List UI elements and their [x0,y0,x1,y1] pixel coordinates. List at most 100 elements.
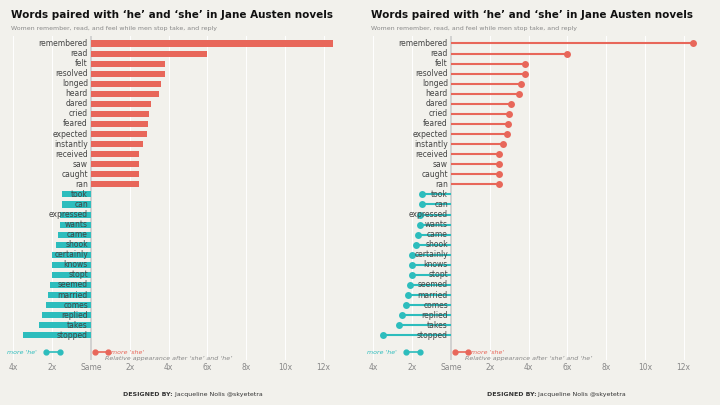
Text: wants: wants [425,220,448,229]
Bar [91,51,207,57]
Text: married: married [418,290,448,300]
Text: took: took [431,190,448,199]
Text: shook: shook [66,240,88,249]
Text: saw: saw [433,160,448,169]
Text: Words paired with ‘he’ and ‘she’ in Jane Austen novels: Words paired with ‘he’ and ‘she’ in Jane… [371,10,693,20]
Text: cried: cried [69,109,88,118]
Bar [91,161,140,167]
Text: stopt: stopt [428,271,448,279]
Text: takes: takes [427,321,448,330]
Text: stopt: stopt [68,271,88,279]
Bar [91,121,148,127]
Text: Women remember, read, and feel while men stop take, and reply: Women remember, read, and feel while men… [371,26,577,31]
Text: more 'she': more 'she' [472,350,505,355]
Bar [62,192,91,198]
Text: expressed: expressed [49,210,88,219]
Text: replied: replied [61,311,88,320]
Bar [91,141,143,147]
Text: Words paired with ‘he’ and ‘she’ in Jane Austen novels: Words paired with ‘he’ and ‘she’ in Jane… [11,10,333,20]
Text: expected: expected [413,130,448,139]
Text: Relative appearance after ‘she’ and ‘he’: Relative appearance after ‘she’ and ‘he’ [105,356,232,361]
Bar [91,70,165,77]
Text: Jacqueline Nolis @skyetetra: Jacqueline Nolis @skyetetra [536,392,626,397]
Text: certainly: certainly [414,250,448,259]
Text: heard: heard [426,90,448,98]
Text: read: read [71,49,88,58]
Bar [56,242,91,248]
Text: knows: knows [64,260,88,269]
Text: comes: comes [63,301,88,309]
Text: expected: expected [53,130,88,139]
Text: DESIGNED BY:: DESIGNED BY: [487,392,536,397]
Bar [38,322,91,328]
Text: seemed: seemed [418,281,448,290]
Bar [52,262,91,268]
Text: instantly: instantly [54,140,88,149]
Text: certainly: certainly [54,250,88,259]
Text: caught: caught [421,170,448,179]
Text: Women remember, read, and feel while men stop take, and reply: Women remember, read, and feel while men… [11,26,217,31]
Bar [46,302,91,308]
Bar [50,282,91,288]
Text: wants: wants [65,220,88,229]
Text: can: can [74,200,88,209]
Text: dared: dared [66,99,88,109]
Text: stopped: stopped [57,331,88,340]
Text: feared: feared [63,119,88,128]
Text: instantly: instantly [414,140,448,149]
Text: remembered: remembered [399,39,448,48]
Text: came: came [67,230,88,239]
Text: feared: feared [423,119,448,128]
Text: felt: felt [435,59,448,68]
Bar [91,151,140,157]
Text: Relative appearance after ‘she’ and ‘he’: Relative appearance after ‘she’ and ‘he’ [465,356,592,361]
Text: heard: heard [66,90,88,98]
Bar [23,332,91,338]
Text: can: can [434,200,448,209]
Text: took: took [71,190,88,199]
Text: came: came [427,230,448,239]
Text: replied: replied [421,311,448,320]
Text: expressed: expressed [409,210,448,219]
Text: Jacqueline Nolis @skyetetra: Jacqueline Nolis @skyetetra [173,392,263,397]
Text: married: married [58,290,88,300]
Bar [52,272,91,278]
Bar [91,61,165,67]
Bar [91,91,159,97]
Text: dared: dared [426,99,448,109]
Text: more 'he': more 'he' [7,350,37,355]
Bar [48,292,91,298]
Text: longed: longed [62,79,88,88]
Text: shook: shook [426,240,448,249]
Bar [91,131,147,137]
Text: takes: takes [67,321,88,330]
Bar [91,181,140,188]
Bar [91,40,333,47]
Bar [62,201,91,207]
Text: received: received [415,150,448,159]
Text: caught: caught [61,170,88,179]
Text: cried: cried [429,109,448,118]
Text: comes: comes [423,301,448,309]
Bar [91,171,140,177]
Bar [42,312,91,318]
Bar [91,111,149,117]
Text: seemed: seemed [58,281,88,290]
Bar [60,211,91,217]
Text: more 'she': more 'she' [112,350,145,355]
Text: saw: saw [73,160,88,169]
Text: read: read [431,49,448,58]
Text: ran: ran [435,180,448,189]
Text: longed: longed [422,79,448,88]
Bar [91,81,161,87]
Text: resolved: resolved [55,69,88,78]
Text: ran: ran [75,180,88,189]
Bar [91,101,151,107]
Text: knows: knows [424,260,448,269]
Text: remembered: remembered [39,39,88,48]
Text: received: received [55,150,88,159]
Text: felt: felt [75,59,88,68]
Bar [52,252,91,258]
Bar [60,222,91,228]
Text: DESIGNED BY:: DESIGNED BY: [123,392,173,397]
